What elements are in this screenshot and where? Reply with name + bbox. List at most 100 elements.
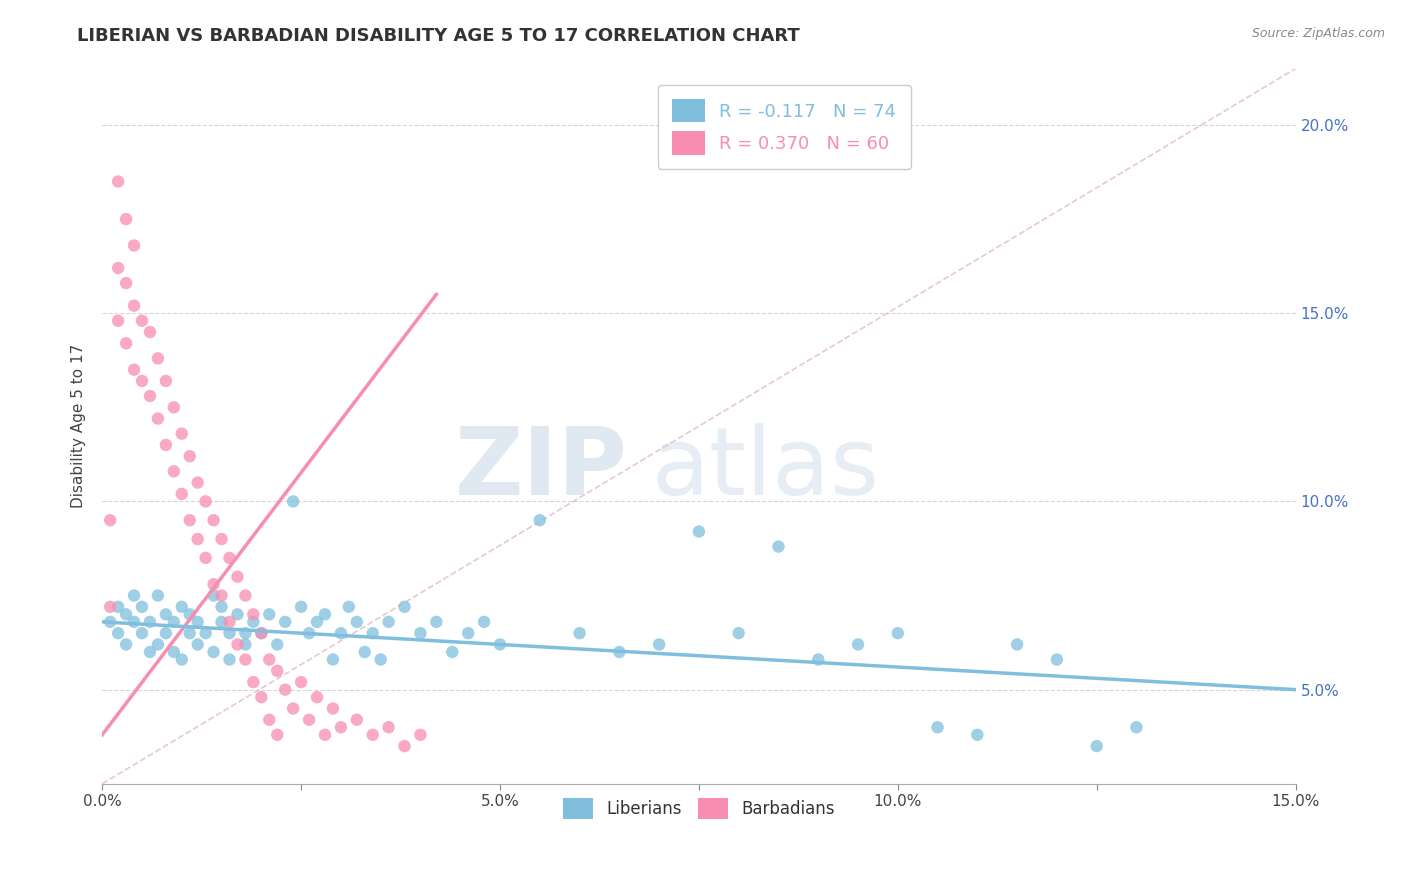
Point <box>155 607 177 622</box>
Point <box>146 589 169 603</box>
Point <box>122 238 145 252</box>
Point <box>139 389 162 403</box>
Point <box>218 615 240 629</box>
Point <box>122 589 145 603</box>
Point <box>122 362 145 376</box>
Point <box>179 607 201 622</box>
Point <box>115 607 138 622</box>
Point <box>266 728 288 742</box>
Point <box>529 513 551 527</box>
Point <box>211 599 233 614</box>
Point <box>250 626 273 640</box>
Point <box>337 599 360 614</box>
Point <box>155 438 177 452</box>
Point <box>274 615 297 629</box>
Point <box>131 626 153 640</box>
Point <box>194 626 217 640</box>
Point <box>361 728 384 742</box>
Point <box>290 675 312 690</box>
Point <box>202 645 225 659</box>
Point <box>115 276 138 290</box>
Point <box>242 615 264 629</box>
Point <box>122 615 145 629</box>
Point <box>322 701 344 715</box>
Point <box>98 513 121 527</box>
Point <box>314 728 336 742</box>
Point <box>107 314 129 328</box>
Point <box>259 713 281 727</box>
Point <box>322 652 344 666</box>
Point <box>187 532 209 546</box>
Text: ZIP: ZIP <box>454 423 627 515</box>
Point <box>146 351 169 366</box>
Text: Source: ZipAtlas.com: Source: ZipAtlas.com <box>1251 27 1385 40</box>
Point <box>314 607 336 622</box>
Point <box>155 626 177 640</box>
Point <box>179 449 201 463</box>
Point <box>250 690 273 705</box>
Point <box>409 626 432 640</box>
Point <box>274 682 297 697</box>
Point <box>235 626 257 640</box>
Point <box>283 494 305 508</box>
Point <box>298 713 321 727</box>
Point <box>211 532 233 546</box>
Point <box>887 626 910 640</box>
Point <box>107 626 129 640</box>
Point <box>688 524 710 539</box>
Point <box>115 336 138 351</box>
Point <box>202 589 225 603</box>
Point <box>727 626 749 640</box>
Point <box>235 637 257 651</box>
Point <box>170 599 193 614</box>
Point <box>305 690 328 705</box>
Point <box>179 513 201 527</box>
Point <box>98 599 121 614</box>
Point <box>211 589 233 603</box>
Point <box>370 652 392 666</box>
Point <box>218 626 240 640</box>
Point <box>361 626 384 640</box>
Point <box>807 652 830 666</box>
Point <box>768 540 790 554</box>
Point <box>353 645 375 659</box>
Point <box>846 637 869 651</box>
Point <box>107 260 129 275</box>
Point <box>131 374 153 388</box>
Text: atlas: atlas <box>651 423 879 515</box>
Point <box>98 615 121 629</box>
Point <box>489 637 512 651</box>
Point <box>266 664 288 678</box>
Text: LIBERIAN VS BARBADIAN DISABILITY AGE 5 TO 17 CORRELATION CHART: LIBERIAN VS BARBADIAN DISABILITY AGE 5 T… <box>77 27 800 45</box>
Point <box>472 615 495 629</box>
Point <box>187 637 209 651</box>
Point <box>235 589 257 603</box>
Point <box>290 599 312 614</box>
Point <box>202 513 225 527</box>
Point <box>179 626 201 640</box>
Point <box>259 652 281 666</box>
Point <box>226 570 249 584</box>
Point <box>927 720 949 734</box>
Point <box>266 637 288 651</box>
Point <box>170 487 193 501</box>
Point <box>163 615 186 629</box>
Point <box>194 494 217 508</box>
Point <box>170 652 193 666</box>
Point <box>283 701 305 715</box>
Point <box>211 615 233 629</box>
Point <box>648 637 671 651</box>
Point <box>409 728 432 742</box>
Point <box>425 615 447 629</box>
Point <box>187 615 209 629</box>
Point <box>1125 720 1147 734</box>
Point <box>377 615 399 629</box>
Point <box>139 325 162 339</box>
Point <box>218 550 240 565</box>
Point <box>966 728 988 742</box>
Point <box>107 599 129 614</box>
Point <box>218 652 240 666</box>
Point <box>242 675 264 690</box>
Point <box>250 626 273 640</box>
Point <box>187 475 209 490</box>
